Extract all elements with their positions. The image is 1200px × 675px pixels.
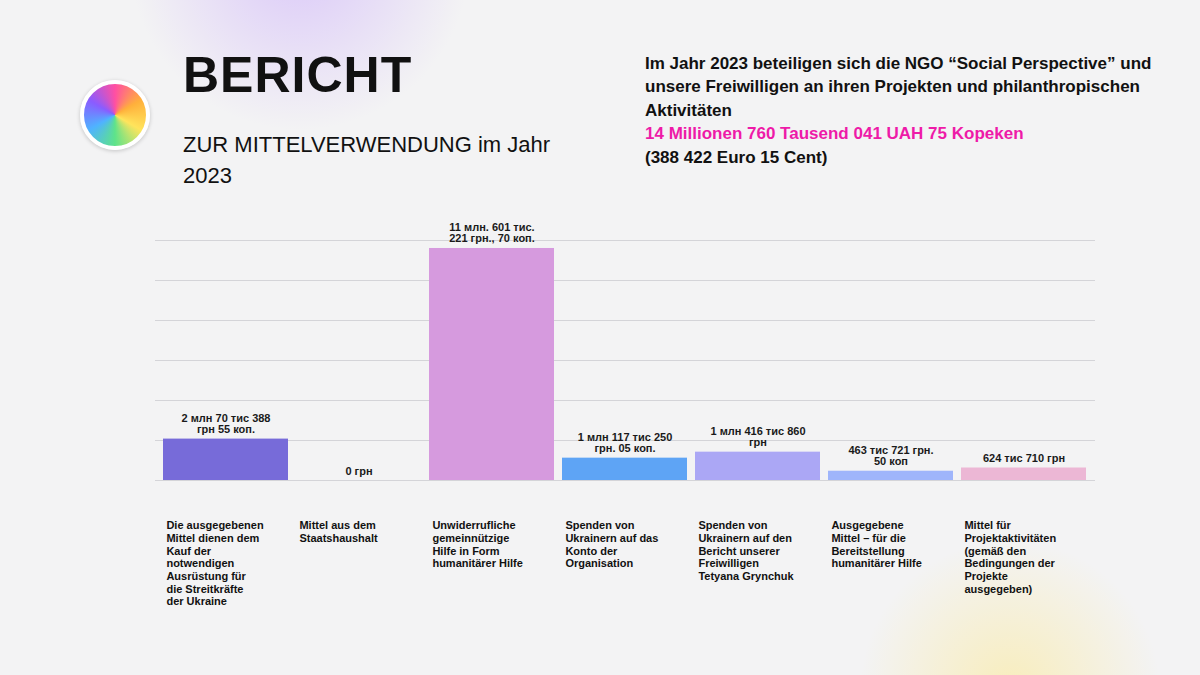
svg-text:AusgegebeneMittel – für dieBer: AusgegebeneMittel – für dieBereitstellun… [831,519,921,569]
html-text:Im Jahr 2023 beteiligen sich d: Im Jahr 2023 beteiligen sich die NGO “So… [645,54,1152,120]
svg-text:0 грн: 0 грн [345,465,372,477]
svg-text:1 млн 117 тис 250грн. 05 коп.: 1 млн 117 тис 250грн. 05 коп. [578,431,672,454]
svg-text:Spenden vonUkrainern auf dasKo: Spenden vonUkrainern auf dasKonto derOrg… [565,519,658,569]
svg-text:UnwiderruflichegemeinnützigeHi: UnwiderruflichegemeinnützigeHilfe in For… [432,519,522,569]
svg-text:Mittel aus demStaatshaushalt: Mittel aus demStaatshaushalt [299,519,378,544]
svg-text:11 млн. 601 тис.221 грн., 70 к: 11 млн. 601 тис.221 грн., 70 коп. [449,221,535,244]
svg-text:463 тис 721 грн.50 коп: 463 тис 721 грн.50 коп [848,444,933,467]
svg-text:Mittel fürProjektaktivitäten(g: Mittel fürProjektaktivitäten(gemäß denBe… [964,519,1056,594]
html-text:BERICHT: BERICHT [183,47,413,103]
svg-text:Die ausgegebenenMittel dienen: Die ausgegebenenMittel dienen demKauf de… [166,519,263,607]
html-text:ZUR MITTELVERWENDUNG im Jahr 2: ZUR MITTELVERWENDUNG im Jahr 2023 [183,132,551,188]
svg-text:1 млн 416 тис 860грн: 1 млн 416 тис 860грн [710,425,805,448]
svg-text:2 млн 70 тис 388грн 55 коп.: 2 млн 70 тис 388грн 55 коп. [182,412,271,435]
html-text:14 Millionen 760 Tausend 041 U: 14 Millionen 760 Tausend 041 UAH 75 Kope… [645,124,1024,144]
svg-text:624 тис 710 грн: 624 тис 710 грн [983,452,1065,464]
svg-text:Spenden vonUkrainern auf denBe: Spenden vonUkrainern auf denBericht unse… [698,519,794,582]
html-text:(388 422 Euro 15 Cent): (388 422 Euro 15 Cent) [645,147,828,167]
